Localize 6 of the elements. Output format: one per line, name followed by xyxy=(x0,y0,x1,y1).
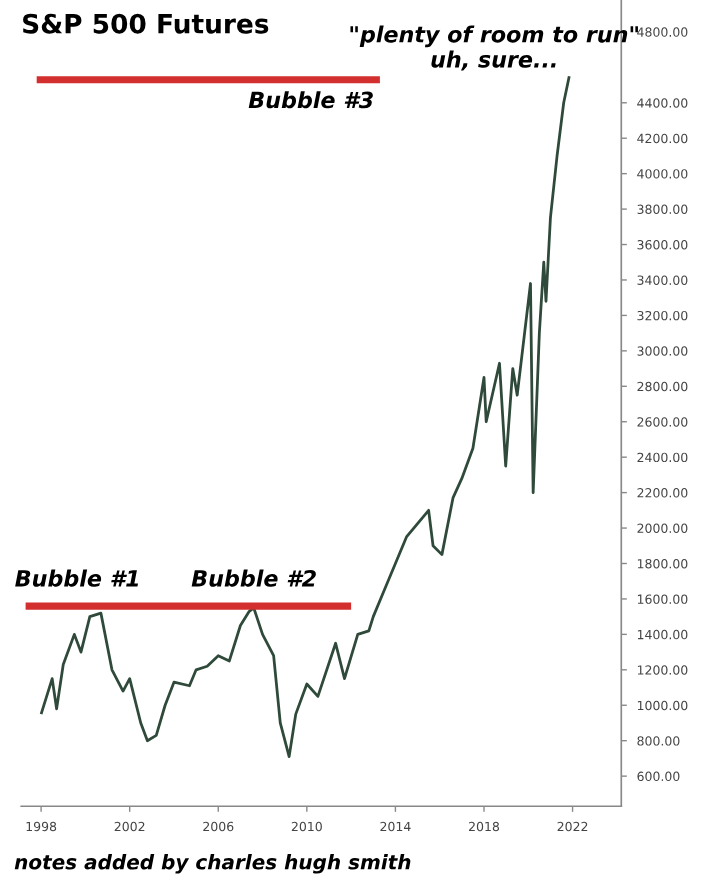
annotation: Bubble #2 xyxy=(191,569,316,587)
chart-title: S&P 500 Futures xyxy=(23,13,269,34)
annotation: "plenty of room to run" uh, sure... xyxy=(350,25,638,71)
annotation: Bubble #1 xyxy=(15,569,139,587)
annotation: Bubble #3 xyxy=(248,91,373,109)
text: notes added by charles hugh smith xyxy=(14,854,411,874)
